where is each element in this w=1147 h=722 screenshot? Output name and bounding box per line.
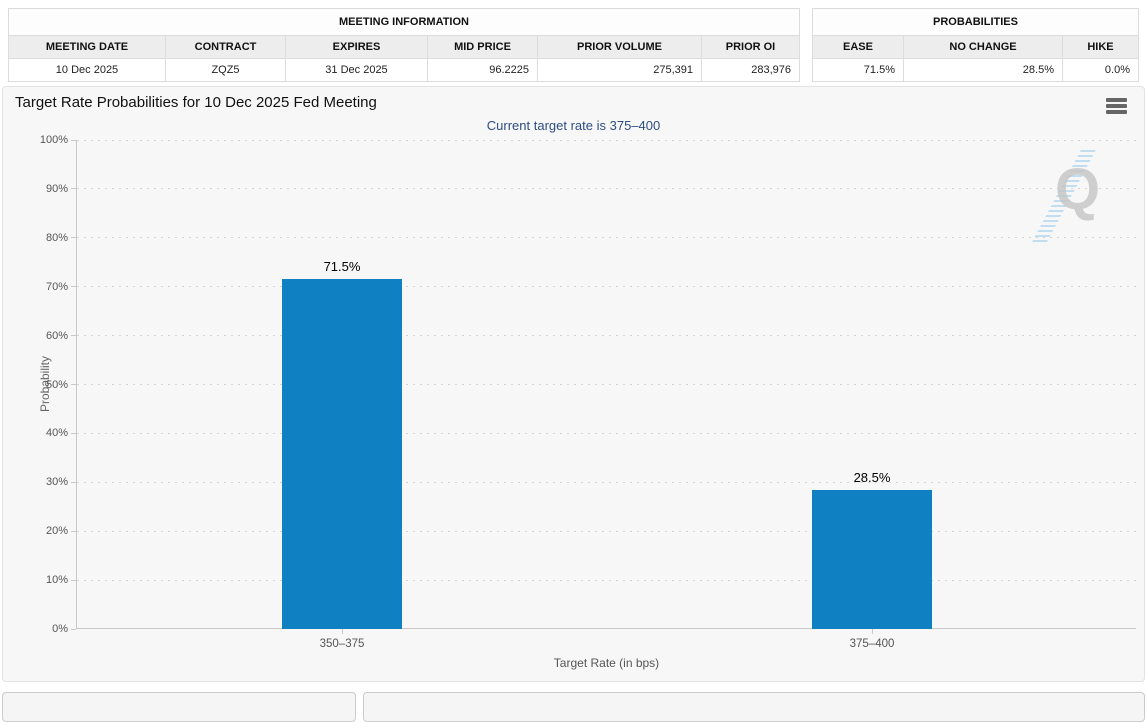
cell-value: 10 Dec 2025 (9, 59, 166, 81)
y-gridline (77, 481, 1136, 483)
cell-value: 28.5% (904, 59, 1063, 81)
y-gridline (77, 188, 1136, 190)
x-axis-category-label: 350–375 (319, 638, 365, 650)
column-header: CONTRACT (166, 36, 286, 58)
y-axis-tick (71, 530, 76, 532)
x-axis-title: Target Rate (in bps) (553, 656, 660, 670)
hamburger-bar (1106, 104, 1127, 108)
y-axis-tick (71, 432, 76, 434)
y-axis-tick-label: 80% (45, 231, 68, 244)
meeting-information-table: MEETING INFORMATION MEETING DATE CONTRACT… (8, 8, 800, 82)
watermark-swoosh (1032, 150, 1096, 242)
hamburger-bar (1106, 98, 1127, 102)
column-header: HIKE (1087, 41, 1114, 53)
y-axis-tick-label: 40% (45, 427, 68, 440)
chart-subtitle: Current target rate is 375–400 (486, 118, 661, 133)
y-gridline (77, 335, 1136, 337)
column-header: EXPIRES (286, 36, 428, 58)
column-header: PRIOR VOLUME (538, 36, 702, 58)
y-axis-tick (71, 628, 76, 630)
y-gridline (77, 432, 1136, 434)
chart-title: Target Rate Probabilities for 10 Dec 202… (15, 94, 377, 111)
column-header: MEETING DATE (9, 36, 166, 58)
x-axis-tick (342, 629, 343, 634)
y-axis-tick-label: 60% (45, 329, 68, 342)
bottom-left-panel (2, 692, 356, 722)
quikstrike-watermark-icon: Q (1028, 148, 1118, 248)
y-axis-tick-label: 90% (45, 182, 68, 195)
cell-value: 283,976 (751, 64, 791, 76)
y-axis-tick (71, 579, 76, 581)
y-gridline (77, 384, 1136, 385)
y-gridline (77, 286, 1136, 288)
column-header: PRIOR OI (725, 41, 776, 53)
probabilities-header-row: EASE NO CHANGE HIKE (813, 36, 1138, 59)
cell-value: ZQZ5 (166, 59, 286, 81)
y-axis-tick (71, 139, 76, 141)
column-header: NO CHANGE (904, 36, 1063, 58)
y-axis-tick (71, 286, 76, 288)
column-header: EASE (813, 36, 904, 58)
y-axis-tick (71, 481, 76, 483)
meeting-information-header-row: MEETING DATE CONTRACT EXPIRES MID PRICE PRIO… (9, 36, 799, 59)
bar-data-label: 28.5% (853, 469, 891, 485)
probabilities-data-row: 71.5% 28.5% 0.0% (813, 59, 1138, 81)
y-axis-tick (71, 237, 76, 239)
y-axis-tick-label: 30% (45, 476, 68, 489)
y-axis-tick-label: 0% (52, 623, 68, 635)
column-header: MID PRICE (428, 36, 538, 58)
meeting-information-title: MEETING INFORMATION (9, 9, 799, 36)
plot-area: Q 0% 10% 20% 30% 40% 50% 60% 70% 80% 90% 100% 71.5%… (40, 134, 1136, 670)
y-axis-tick (71, 384, 76, 385)
probabilities-table: PROBABILITIES EASE NO CHANGE HIKE 71.5% 28.… (812, 8, 1139, 82)
cell-value: 31 Dec 2025 (286, 59, 428, 81)
bottom-right-panel (363, 692, 1145, 722)
y-gridline (77, 139, 1136, 141)
probability-bar[interactable] (812, 489, 932, 629)
y-axis-tick-label: 100% (39, 134, 68, 146)
x-axis-tick (872, 629, 873, 634)
bar-data-label: 71.5% (323, 259, 361, 275)
y-axis-tick (71, 188, 76, 190)
watermark-q-letter: Q (1055, 157, 1101, 222)
cell-value: 0.0% (1104, 64, 1130, 76)
cell-value: 275,391 (538, 59, 702, 81)
y-axis-tick (71, 335, 76, 337)
y-axis-tick-label: 50% (45, 378, 68, 391)
y-gridline (77, 530, 1136, 532)
y-gridline (77, 579, 1136, 581)
y-gridline (77, 237, 1136, 239)
probabilities-title: PROBABILITIES (813, 9, 1138, 36)
x-axis-category-label: 375–400 (849, 638, 895, 650)
chart-context-menu-icon[interactable] (1106, 98, 1127, 114)
cell-value: 71.5% (813, 59, 904, 81)
hamburger-bar (1106, 110, 1127, 114)
target-rate-chart-panel: Target Rate Probabilities for 10 Dec 202… (2, 86, 1145, 682)
meeting-information-data-row: 10 Dec 2025 ZQZ5 31 Dec 2025 96.2225 275,391… (9, 59, 799, 81)
y-axis-tick-label: 70% (45, 280, 68, 293)
y-axis-tick-label: 10% (45, 574, 68, 587)
probability-bar[interactable] (282, 279, 402, 629)
y-axis-tick-label: 20% (45, 525, 68, 538)
cell-value: 96.2225 (428, 59, 538, 81)
